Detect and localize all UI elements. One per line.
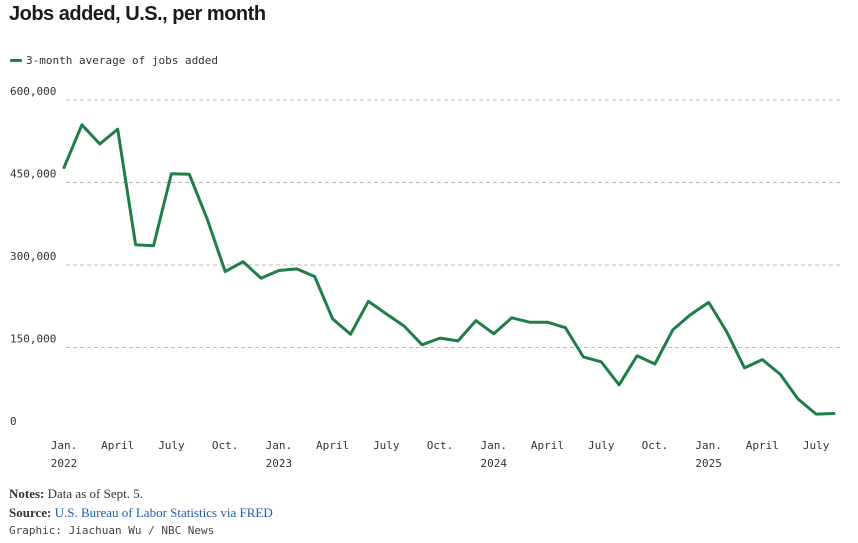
- y-axis-labels: 0 150,000 300,000 450,000 600,000: [10, 85, 56, 428]
- y-tick-label: 600,000: [10, 85, 56, 98]
- y-tick-label: 450,000: [10, 168, 56, 181]
- x-tick-label: Oct.: [642, 439, 669, 452]
- legend-swatch: [10, 59, 22, 62]
- series-line: [62, 123, 836, 416]
- x-tick-label: April: [531, 439, 564, 452]
- series-lines: [62, 123, 836, 416]
- legend: 3-month average of jobs added: [10, 54, 218, 67]
- source-line: Source: U.S. Bureau of Labor Statistics …: [9, 505, 273, 521]
- x-tick-label: Jan.: [695, 439, 722, 452]
- notes-text: Data as of Sept. 5.: [44, 486, 143, 501]
- x-tick-label: Jan.: [481, 439, 508, 452]
- x-tick-label: July: [588, 439, 615, 452]
- notes-label: Notes:: [9, 486, 45, 501]
- y-tick-label: 150,000: [10, 333, 56, 346]
- source-label: Source:: [9, 505, 52, 520]
- x-tick-label: July: [373, 439, 400, 452]
- x-tick-label: Jan.: [266, 439, 293, 452]
- grid-lines: [66, 99, 842, 348]
- x-tick-label: April: [101, 439, 134, 452]
- x-tick-label: Oct.: [212, 439, 239, 452]
- x-tick-label: Jan.: [51, 439, 78, 452]
- line-chart: 0 150,000 300,000 450,000 600,000 Jan. 2022 Ap…: [10, 85, 842, 470]
- chart-title: Jobs added, U.S., per month: [9, 3, 266, 25]
- x-tick-year-label: 2023: [266, 457, 293, 470]
- y-tick-label: 300,000: [10, 250, 56, 263]
- source-link[interactable]: U.S. Bureau of Labor Statistics via FRED: [54, 505, 273, 520]
- y-tick-label: 0: [10, 415, 17, 428]
- x-tick-year-label: 2025: [695, 457, 722, 470]
- x-tick-label: April: [316, 439, 349, 452]
- notes-line: Notes: Data as of Sept. 5.: [9, 486, 143, 502]
- x-tick-label: April: [746, 439, 779, 452]
- graphic-credit: Graphic: Jiachuan Wu / NBC News: [9, 524, 215, 537]
- x-tick-label: Oct.: [427, 439, 454, 452]
- x-axis-labels: Jan. 2022 April July Oct. Jan. 2023 April July Oc…: [51, 439, 830, 470]
- x-tick-label: July: [158, 439, 185, 452]
- legend-label: 3-month average of jobs added: [26, 54, 219, 67]
- x-tick-year-label: 2024: [481, 457, 508, 470]
- x-tick-label: July: [803, 439, 830, 452]
- x-tick-year-label: 2022: [51, 457, 78, 470]
